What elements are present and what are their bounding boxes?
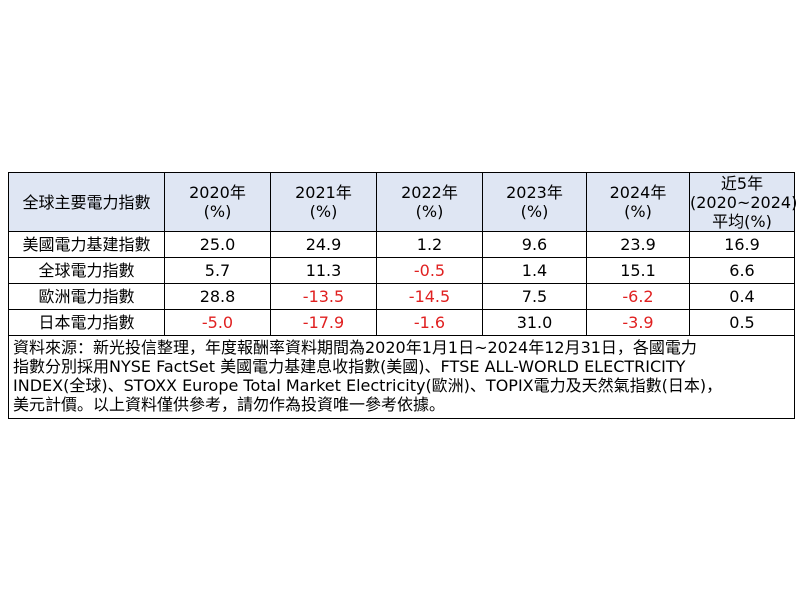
cell-value-2024: -3.9: [586, 309, 690, 336]
source-note-line-3: INDEX(全球)、STOXX Europe Total Market Elec…: [13, 376, 723, 395]
header-5yr-average: 近5年 (2020~2024) 平均(%): [689, 172, 798, 232]
row-index-name: 美國電力基建指數: [8, 231, 165, 258]
cell-value-2021: -17.9: [270, 309, 377, 336]
header-index-name: 全球主要電力指數: [8, 172, 165, 232]
cell-value-2020: 25.0: [164, 231, 271, 258]
row-index-name: 全球電力指數: [8, 257, 165, 284]
cell-value-2020: -5.0: [164, 309, 271, 336]
header-year-2020: 2020年 (%): [164, 172, 271, 232]
header-year-2022: 2022年 (%): [376, 172, 483, 232]
header-year-2024: 2024年 (%): [586, 172, 690, 232]
source-note-line-1: 資料來源：新光投信整理，年度報酬率資料期間為2020年1月1日~2024年12月…: [13, 338, 697, 357]
source-note-line-2: 指數分別採用NYSE FactSet 美國電力基建息收指數(美國)、FTSE A…: [13, 357, 686, 376]
source-note-line-4: 美元計價。以上資料僅供參考，請勿作為投資唯一參考依據。: [13, 395, 446, 414]
cell-value-2023: 9.6: [482, 231, 587, 258]
source-note-row: 資料來源：新光投信整理，年度報酬率資料期間為2020年1月1日~2024年12月…: [8, 335, 795, 419]
cell-value-2021: 11.3: [270, 257, 377, 284]
cell-value-avg: 0.5: [689, 309, 795, 336]
cell-value-avg: 16.9: [689, 231, 795, 258]
cell-value-avg: 0.4: [689, 283, 795, 310]
row-index-name: 日本電力指數: [8, 309, 165, 336]
table-body: 美國電力基建指數 25.0 24.9 1.2 9.6 23.9 16.9 全球電力指數 5.7 1…: [8, 231, 795, 419]
cell-value-avg: 6.6: [689, 257, 795, 284]
cell-value-2023: 31.0: [482, 309, 587, 336]
row-index-name: 歐洲電力指數: [8, 283, 165, 310]
cell-value-2023: 1.4: [482, 257, 587, 284]
cell-value-2024: -6.2: [586, 283, 690, 310]
cell-value-2020: 28.8: [164, 283, 271, 310]
performance-table: 全球主要電力指數 2020年 (%) 2021年 (%) 2022年 (%) 2…: [8, 172, 798, 419]
table-row: 歐洲電力指數 28.8 -13.5 -14.5 7.5 -6.2 0.4: [8, 283, 795, 310]
table-row: 全球電力指數 5.7 11.3 -0.5 1.4 15.1 6.6: [8, 257, 795, 284]
cell-value-2024: 15.1: [586, 257, 690, 284]
cell-value-2020: 5.7: [164, 257, 271, 284]
cell-value-2021: 24.9: [270, 231, 377, 258]
source-note: 資料來源：新光投信整理，年度報酬率資料期間為2020年1月1日~2024年12月…: [8, 335, 795, 419]
cell-value-2021: -13.5: [270, 283, 377, 310]
cell-value-2024: 23.9: [586, 231, 690, 258]
cell-value-2022: -1.6: [376, 309, 483, 336]
table-row: 美國電力基建指數 25.0 24.9 1.2 9.6 23.9 16.9: [8, 231, 795, 258]
header-year-2023: 2023年 (%): [482, 172, 587, 232]
header-row: 全球主要電力指數 2020年 (%) 2021年 (%) 2022年 (%) 2…: [8, 172, 798, 232]
performance-table-container: 全球主要電力指數 2020年 (%) 2021年 (%) 2022年 (%) 2…: [8, 172, 798, 419]
table-row: 日本電力指數 -5.0 -17.9 -1.6 31.0 -3.9 0.5: [8, 309, 795, 336]
cell-value-2022: 1.2: [376, 231, 483, 258]
header-year-2021: 2021年 (%): [270, 172, 377, 232]
cell-value-2022: -0.5: [376, 257, 483, 284]
cell-value-2022: -14.5: [376, 283, 483, 310]
cell-value-2023: 7.5: [482, 283, 587, 310]
